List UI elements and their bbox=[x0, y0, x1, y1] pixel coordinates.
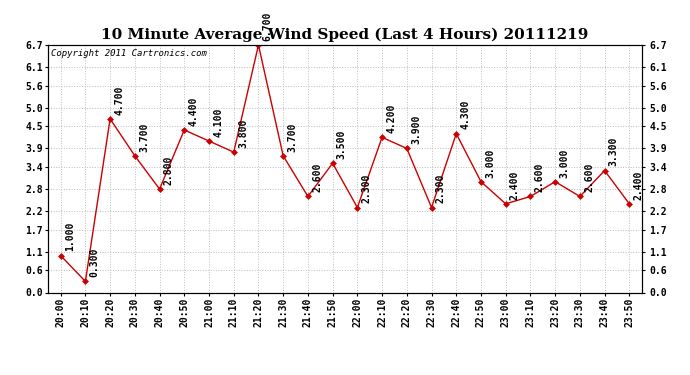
Text: 3.700: 3.700 bbox=[287, 122, 297, 152]
Text: 0.300: 0.300 bbox=[90, 248, 99, 277]
Text: 4.200: 4.200 bbox=[386, 104, 396, 133]
Text: 2.400: 2.400 bbox=[633, 170, 644, 200]
Text: 3.700: 3.700 bbox=[139, 122, 149, 152]
Text: 2.600: 2.600 bbox=[312, 163, 322, 192]
Text: 4.100: 4.100 bbox=[213, 108, 223, 137]
Text: 4.400: 4.400 bbox=[188, 96, 199, 126]
Text: 3.500: 3.500 bbox=[337, 130, 347, 159]
Text: 4.700: 4.700 bbox=[115, 86, 124, 115]
Text: 3.300: 3.300 bbox=[609, 137, 619, 166]
Text: 2.600: 2.600 bbox=[535, 163, 544, 192]
Text: 2.300: 2.300 bbox=[362, 174, 371, 203]
Text: 4.300: 4.300 bbox=[460, 100, 471, 129]
Text: 3.000: 3.000 bbox=[560, 148, 569, 177]
Text: Copyright 2011 Cartronics.com: Copyright 2011 Cartronics.com bbox=[51, 49, 207, 58]
Text: 3.800: 3.800 bbox=[238, 118, 248, 148]
Text: 2.400: 2.400 bbox=[510, 170, 520, 200]
Title: 10 Minute Average Wind Speed (Last 4 Hours) 20111219: 10 Minute Average Wind Speed (Last 4 Hou… bbox=[101, 28, 589, 42]
Text: 6.700: 6.700 bbox=[263, 12, 273, 41]
Text: 2.600: 2.600 bbox=[584, 163, 594, 192]
Text: 1.000: 1.000 bbox=[65, 222, 75, 251]
Text: 3.900: 3.900 bbox=[411, 115, 421, 144]
Text: 2.800: 2.800 bbox=[164, 156, 174, 185]
Text: 2.300: 2.300 bbox=[435, 174, 446, 203]
Text: 3.000: 3.000 bbox=[485, 148, 495, 177]
